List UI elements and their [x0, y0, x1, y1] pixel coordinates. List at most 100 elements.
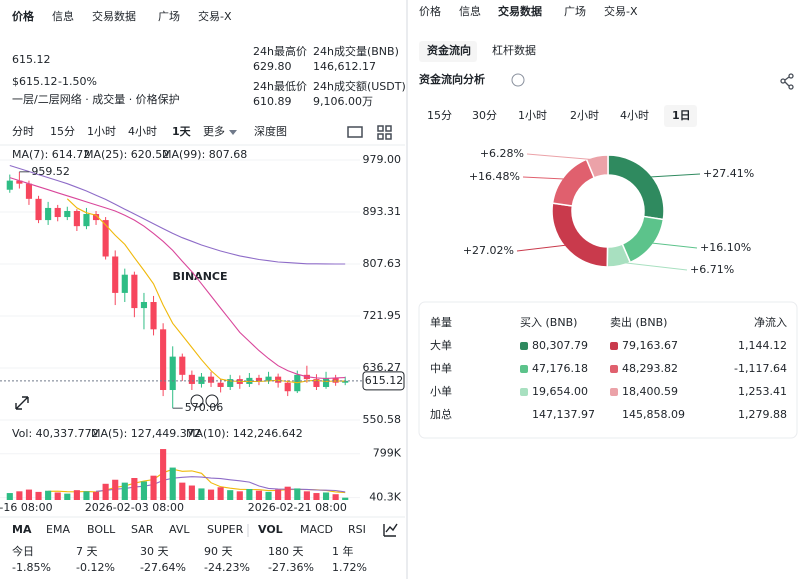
candle-body — [64, 210, 71, 218]
volume-ma-line — [95, 476, 346, 493]
volume-bar — [188, 485, 195, 500]
indicator-tab[interactable]: MA — [12, 523, 32, 536]
performance-label: 1 年 — [332, 544, 354, 558]
last-price-label: 615.12 — [365, 374, 404, 387]
nav-tab[interactable]: 信息 — [52, 9, 74, 23]
fullscreen-icon[interactable] — [15, 396, 29, 410]
volume-bar — [112, 479, 119, 500]
table-header: 单量 — [430, 316, 452, 329]
interval-tab[interactable]: 深度图 — [254, 124, 287, 138]
period-tab[interactable]: 2小时 — [570, 109, 599, 122]
nav-tab[interactable]: 价格 — [419, 4, 441, 18]
nav-tab[interactable]: 广场 — [564, 4, 586, 18]
stat-label: 24h最高价 — [253, 44, 307, 58]
candle-body — [188, 374, 195, 384]
y-tick-label: 636.27 — [363, 361, 402, 374]
interval-tab[interactable]: 分时 — [12, 125, 34, 138]
period-tab[interactable]: 15分 — [427, 109, 452, 122]
nav-tab[interactable]: 广场 — [158, 9, 180, 23]
performance-value: -0.12% — [76, 561, 115, 574]
candle-body — [6, 180, 13, 190]
layout-icon[interactable] — [377, 125, 392, 140]
performance-label: 90 天 — [204, 545, 233, 558]
price-usd: $615.12 — [12, 75, 58, 88]
web-icon[interactable] — [190, 394, 204, 408]
volume-bar — [313, 493, 320, 500]
web-icon[interactable] — [205, 394, 219, 408]
volume-bar — [275, 489, 282, 500]
indicator-tab[interactable]: SUPER — [207, 523, 244, 536]
interval-tab[interactable]: 更多 — [203, 124, 225, 138]
candle-body — [207, 376, 215, 383]
chart-icon[interactable] — [383, 523, 398, 537]
table-cell: 48,293.82 — [622, 362, 678, 375]
legend-entry: MA(5): 127,449.372 — [91, 427, 201, 440]
indicator-tab[interactable]: MACD — [300, 523, 333, 536]
share-icon[interactable] — [780, 73, 794, 90]
y-tick-label: 721.95 — [363, 309, 402, 322]
settings-icon[interactable] — [347, 126, 363, 138]
indicator-tab[interactable]: RSI — [348, 523, 366, 536]
performance-label: 180 天 — [268, 545, 304, 558]
table-cell: 中单 — [430, 362, 452, 375]
performance-value: -27.64% — [140, 561, 186, 574]
indicator-tab[interactable]: EMA — [46, 523, 70, 536]
y-tick-label: 550.58 — [363, 413, 402, 426]
slice-label: +27.41% — [703, 167, 754, 180]
candle-body — [112, 256, 119, 293]
volume-bar — [83, 491, 90, 500]
indicator-tab[interactable]: BOLL — [87, 523, 116, 536]
stat-value: 629.80 — [253, 60, 292, 73]
table-cell: 19,654.00 — [532, 385, 588, 398]
interval-tab[interactable]: 1小时 — [87, 125, 116, 138]
info-icon[interactable] — [511, 73, 525, 87]
volume-bar — [16, 491, 23, 500]
candle-body — [54, 207, 61, 218]
nav-tab[interactable]: 价格 — [12, 9, 35, 23]
x-tick-label: 2026-02-21 08:00 — [248, 501, 347, 514]
sub-tab[interactable]: 资金流向 — [427, 43, 471, 57]
y-tick-label: 799K — [373, 447, 402, 460]
indicator-tab[interactable]: SAR — [131, 523, 154, 536]
stat-label: 24h成交量(BNB) — [313, 44, 399, 58]
subtab-active-bg — [419, 41, 477, 62]
candle-body — [275, 376, 282, 383]
candle-body — [169, 356, 176, 391]
interval-tab[interactable]: 4小时 — [128, 125, 157, 138]
sub-tab[interactable]: 杠杆数据 — [492, 43, 536, 57]
candle-body — [121, 274, 128, 293]
period-tab[interactable]: 30分 — [472, 109, 497, 122]
nav-tab[interactable]: 交易-X — [604, 4, 638, 18]
interval-tab[interactable]: 1天 — [172, 125, 192, 138]
interval-tab[interactable]: 15分 — [50, 125, 75, 138]
nav-tab[interactable]: 信息 — [459, 4, 481, 18]
indicator-tab[interactable]: VOL — [258, 523, 283, 536]
high-annotation: 959.52 — [31, 165, 70, 178]
performance-label: 今日 — [12, 544, 34, 558]
ma-line — [9, 164, 346, 265]
legend-dot — [610, 365, 618, 373]
leader-line — [649, 242, 698, 249]
volume-bar — [35, 491, 42, 500]
indicator-tab[interactable]: AVL — [169, 523, 190, 536]
nav-tab[interactable]: 交易数据 — [498, 4, 542, 18]
performance-value: -1.85% — [12, 561, 51, 574]
section-title: 资金流向分析 — [419, 72, 485, 86]
leader-line — [522, 176, 567, 180]
last-price-box — [362, 371, 405, 391]
legend-dot — [610, 388, 618, 396]
period-tab[interactable]: 1日 — [672, 109, 691, 122]
legend-entry: MA(7): 614.72 — [12, 148, 90, 161]
nav-tab[interactable]: 交易数据 — [92, 9, 136, 23]
x-tick-label: 2026-02-03 08:00 — [85, 501, 184, 514]
volume-bar — [207, 489, 215, 500]
period-tab[interactable]: 4小时 — [620, 109, 649, 122]
volume-bar — [179, 482, 186, 500]
period-tab[interactable]: 1小时 — [518, 109, 547, 122]
stat-value: 610.89 — [253, 95, 292, 108]
candle-body — [83, 214, 90, 227]
nav-tab[interactable]: 交易-X — [198, 9, 232, 23]
ma-line — [66, 198, 346, 384]
performance-label: 30 天 — [140, 545, 169, 558]
toolbar-icons[interactable] — [15, 41, 798, 537]
